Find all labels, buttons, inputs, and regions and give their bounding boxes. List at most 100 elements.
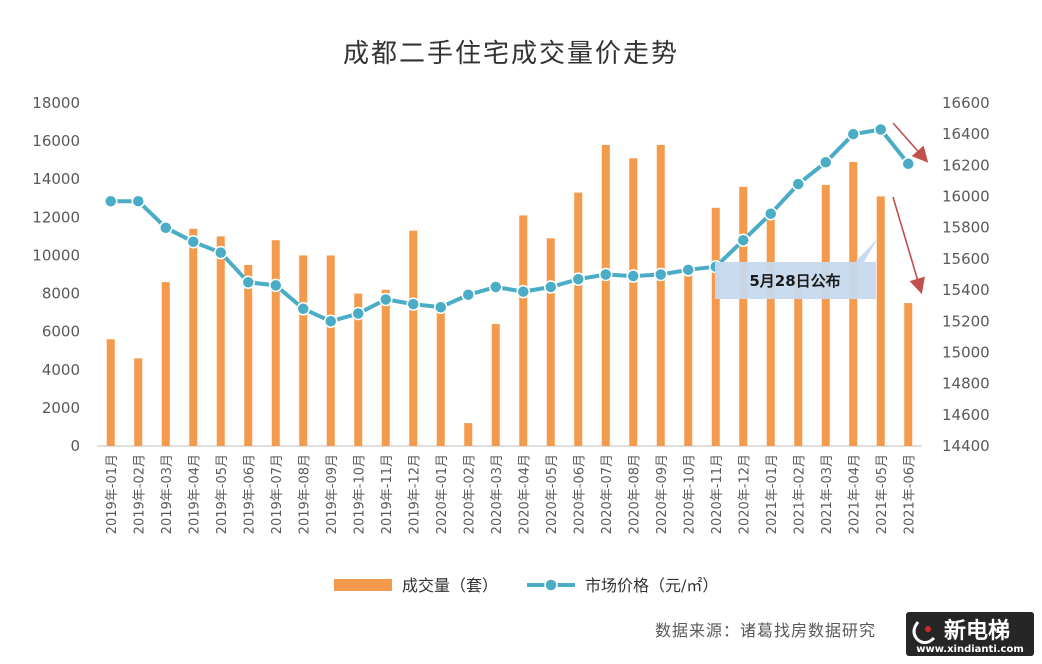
right-tick-label: 16400 [942,125,990,143]
left-tick-label: 16000 [32,132,80,150]
x-tick-label: 2020年-07月 [600,454,615,534]
price-point [544,280,558,294]
volume-bar [849,162,858,447]
price-point [736,233,750,247]
x-tick-label: 2019年-07月 [270,454,285,534]
left-tick-label: 2000 [42,399,80,417]
x-tick-label: 2019年-09月 [325,454,340,534]
price-point [104,194,118,208]
price-point [764,206,778,221]
right-tick-label: 15200 [942,312,990,330]
x-tick-label: 2019年-11月 [380,454,395,534]
watermark-brand: 新电梯 [944,618,1010,644]
price-point [489,280,503,294]
left-tick-label: 12000 [32,208,80,226]
right-tick-label: 14800 [942,375,990,393]
x-tick-label: 2021年-05月 [875,454,890,534]
trend-arrow-bottom [892,196,925,295]
x-tick-label: 2019年-12月 [407,454,422,534]
right-axis: 14400 14600 14800 15000 15200 15400 15600 15800… [942,94,990,455]
x-tick-label: 2019年-03月 [160,454,175,534]
volume-bar [244,264,253,446]
price-point [269,278,283,293]
right-tick-label: 16600 [942,94,990,112]
x-tick-label: 2020年-11月 [710,454,725,534]
watermark-url: www.xindianti.com [916,644,1024,655]
price-point [186,235,200,249]
bar-series [106,144,913,447]
price-point [599,267,613,282]
volume-bar [216,236,225,446]
volume-bar [491,324,500,446]
x-tick-label: 2021年-04月 [847,454,862,534]
volume-bar [436,301,445,446]
right-tick-label: 15400 [942,281,990,299]
legend-swatch-volume [334,579,392,591]
price-point [791,177,805,191]
price-point [379,292,393,307]
source-note: 数据来源：诸葛找房数据研究 [655,621,876,640]
volume-bar [601,144,610,446]
chart-title: 成都二手住宅成交量价走势 [343,39,679,69]
left-tick-label: 4000 [42,361,80,379]
volume-bar [106,339,115,446]
volume-bar [766,213,775,446]
volume-bar [381,289,390,446]
x-tick-label: 2020年-10月 [682,454,697,534]
left-tick-label: 14000 [32,170,80,188]
volume-bar [876,196,885,446]
volume-bar [546,238,555,446]
volume-bar [821,184,830,446]
price-point [241,275,255,290]
x-tick-label: 2019年-08月 [297,454,312,534]
trend-arrow-top [892,122,929,163]
right-tick-label: 14400 [942,437,990,455]
price-point [296,302,310,316]
price-point [846,127,860,141]
x-tick-label: 2020年-02月 [462,454,477,534]
price-point [434,300,448,314]
x-tick-label: 2021年-01月 [765,454,780,534]
left-tick-label: 10000 [32,246,80,264]
legend-label-price: 市场价格（元/㎡） [585,576,718,595]
price-point [571,272,585,286]
price-point [324,314,338,329]
volume-bar [684,264,693,446]
price-point [901,157,915,171]
right-tick-label: 16200 [942,156,990,174]
price-point [406,297,420,311]
volume-bar [656,144,665,446]
volume-bar [326,255,335,446]
x-tick-label: 2021年-06月 [902,454,917,534]
price-point [214,245,228,260]
volume-bar [574,192,583,446]
x-axis-labels: 2019年-01月 2019年-02月 2019年-03月 2019年-04月 2019… [105,454,918,534]
volume-bar [904,303,913,446]
left-tick-label: 0 [70,437,80,455]
volume-bar [161,282,170,446]
price-point [626,269,640,283]
price-point [654,267,668,282]
volume-bar [464,423,473,446]
x-tick-label: 2020年-04月 [517,454,532,534]
legend-swatch-price-marker [544,578,558,592]
x-tick-label: 2020年-06月 [572,454,587,534]
x-tick-label: 2021年-03月 [820,454,835,534]
callout-box [715,238,878,299]
legend-label-volume: 成交量（套） [402,576,498,595]
x-tick-label: 2019年-06月 [242,454,257,534]
volume-bar [629,158,638,446]
x-tick-label: 2020年-08月 [627,454,642,534]
volume-bar [299,255,308,446]
x-tick-label: 2020年-03月 [490,454,505,534]
left-tick-label: 18000 [32,94,80,112]
volume-bar [739,186,748,446]
x-tick-label: 2019年-10月 [352,454,367,534]
callout-text: 5月28日公布 [749,272,840,290]
price-point [819,155,833,169]
price-point [874,122,888,137]
right-tick-label: 15600 [942,250,990,268]
x-tick-label: 2019年-05月 [215,454,230,534]
right-tick-label: 15800 [942,219,990,237]
